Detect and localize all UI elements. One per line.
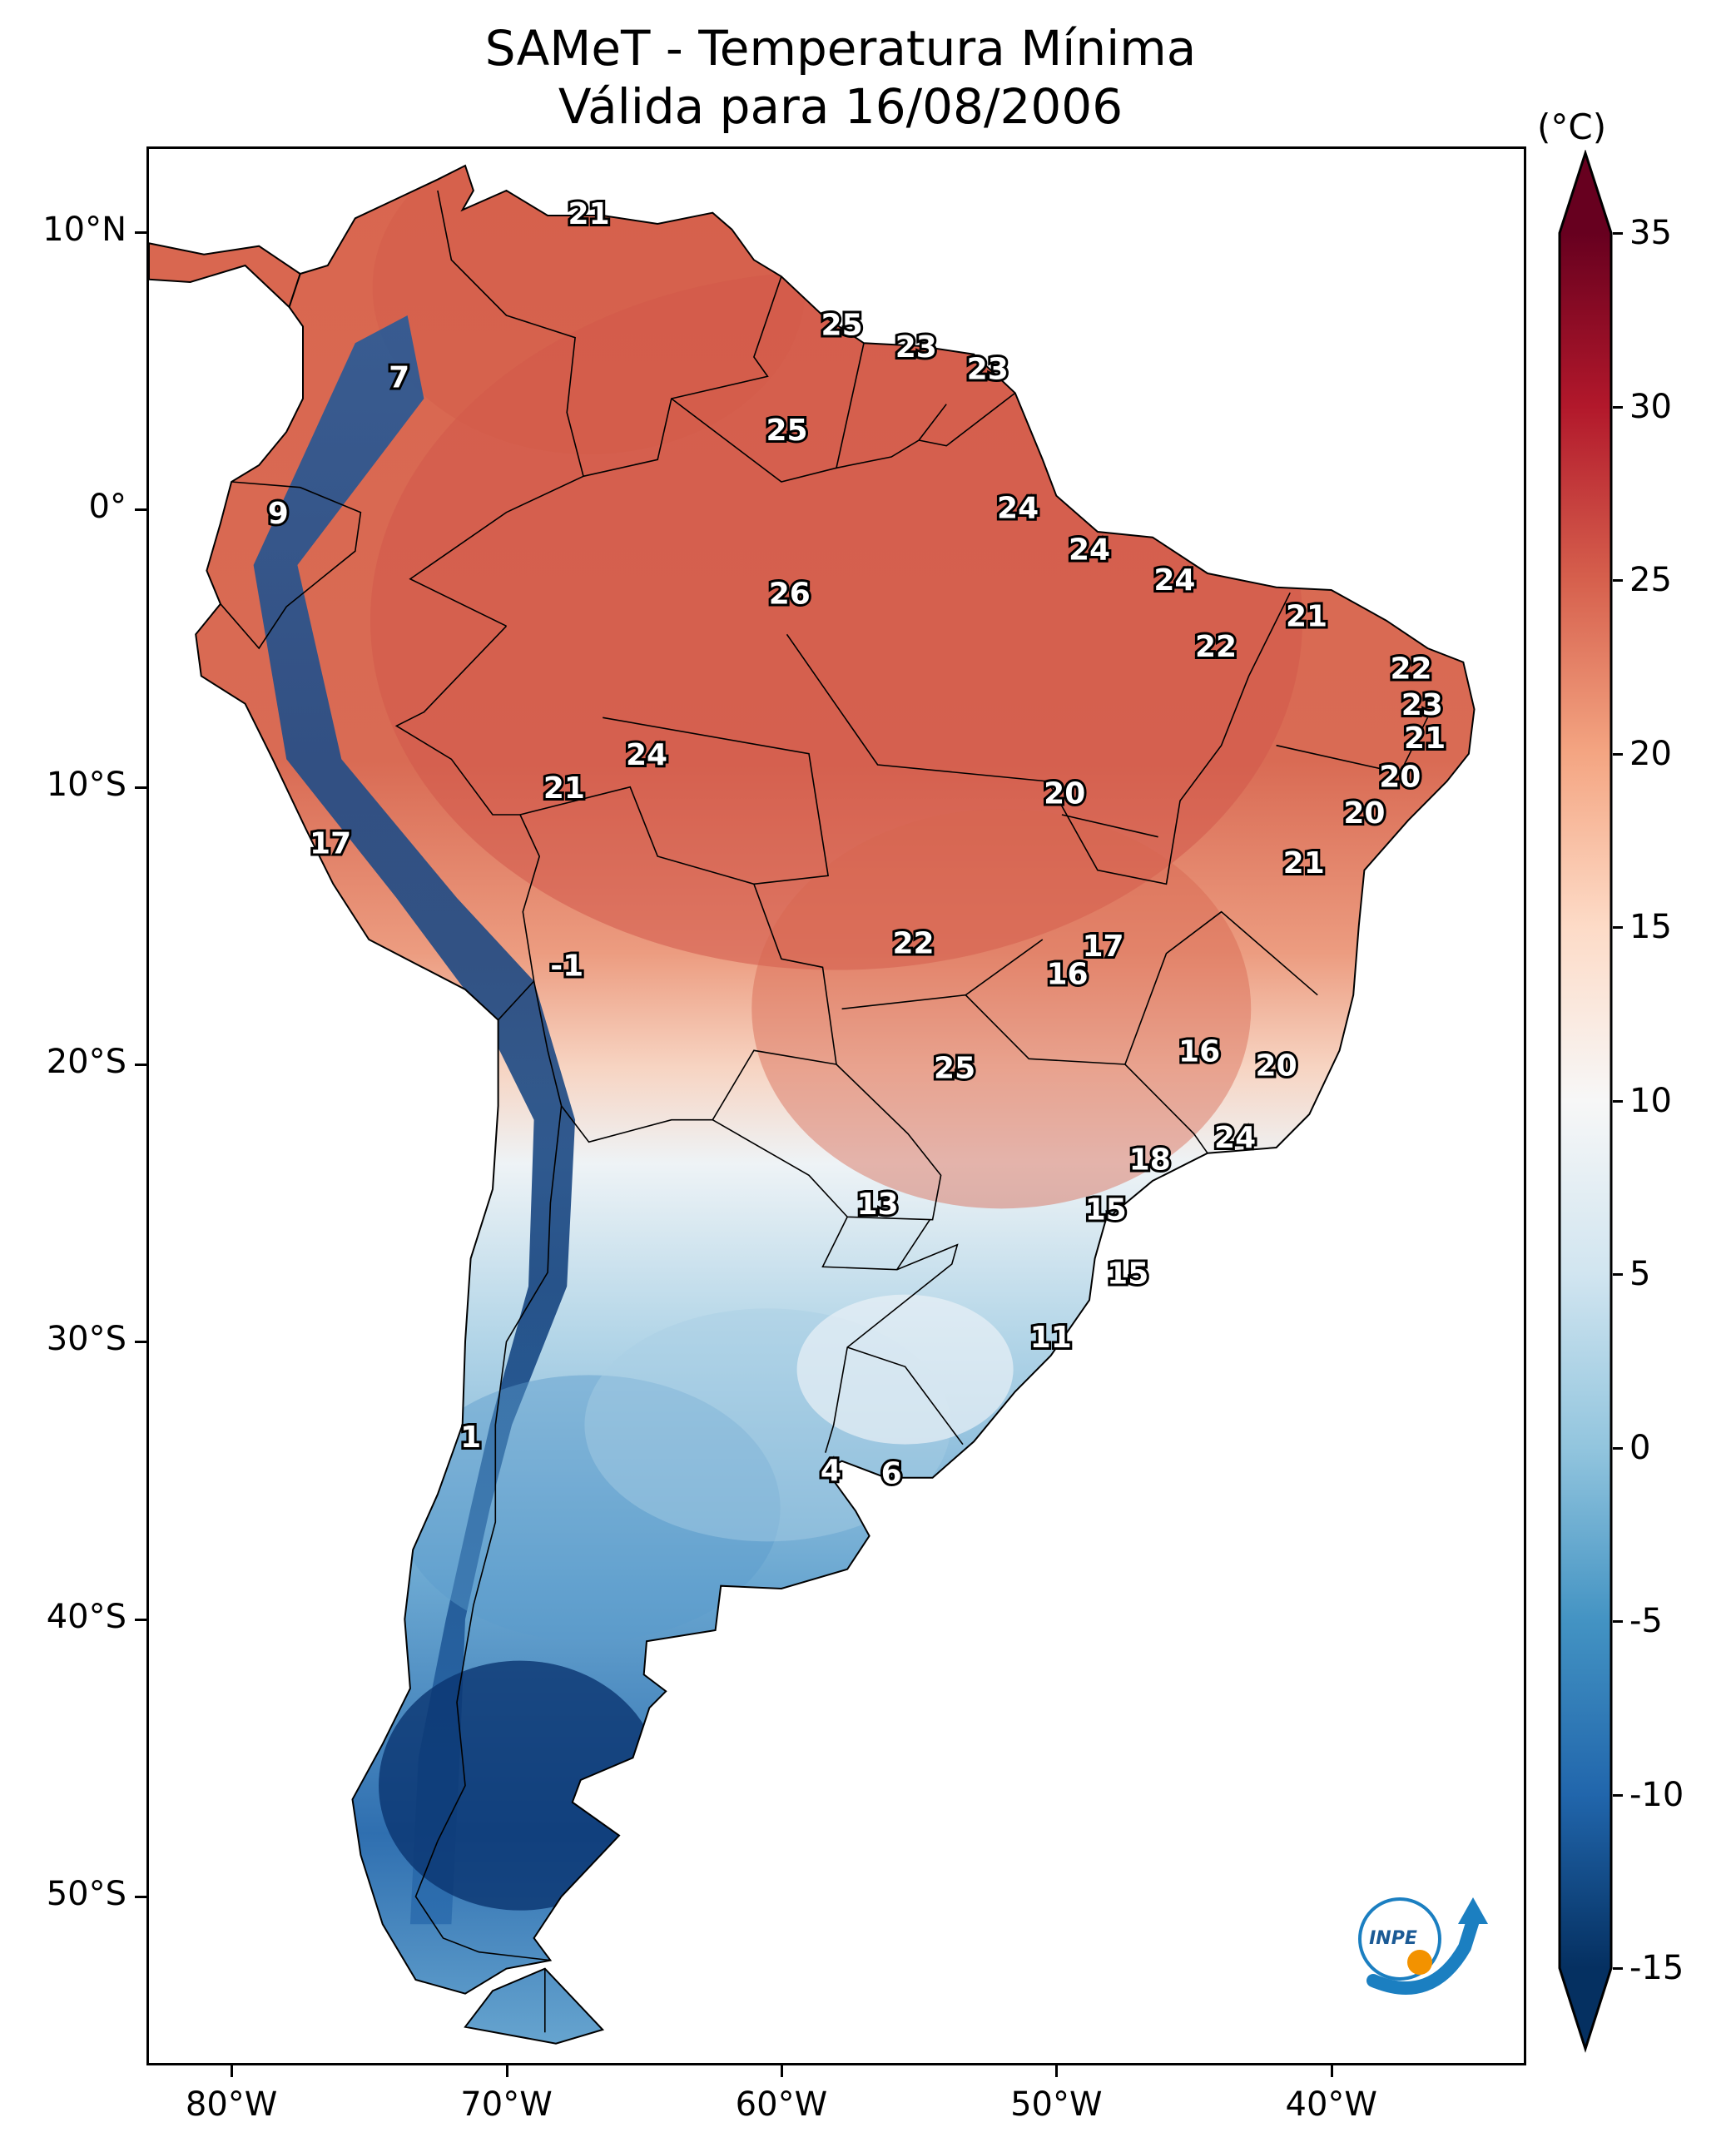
station-value-label: 6 (881, 1456, 902, 1490)
station-value-label: 15 (1085, 1193, 1127, 1227)
colorbar-tick-mark (1613, 1967, 1623, 1970)
longitude-tick-label: 80°W (185, 2085, 278, 2124)
station-value-label: 24 (1153, 563, 1195, 598)
station-value-label: 24 (1214, 1121, 1256, 1155)
colorbar-tick-mark (1613, 1620, 1623, 1623)
map-subtitle: Válida para 16/08/2006 (558, 78, 1123, 135)
station-value-label: 25 (766, 414, 807, 448)
longitude-tick-label: 50°W (1010, 2085, 1103, 2124)
longitude-tick-mark (231, 2065, 234, 2077)
colorbar-tick-mark (1613, 405, 1623, 409)
station-value-label: 16 (1046, 957, 1088, 991)
longitude-tick-label: 60°W (735, 2085, 828, 2124)
station-value-label: -1 (550, 949, 583, 983)
map-title: SAMeT - Temperatura Mínima (484, 20, 1197, 77)
inpe-logo: INPE (1358, 1897, 1488, 1995)
latitude-tick-label: 20°S (46, 1043, 126, 1081)
station-value-label: 21 (1286, 599, 1327, 633)
colorbar-tick-label: 35 (1629, 214, 1672, 252)
station-value-label: 20 (1379, 761, 1421, 795)
latitude-tick-mark (135, 231, 146, 234)
colorbar-tick-mark (1613, 926, 1623, 929)
latitude-tick-label: 10°S (46, 765, 126, 804)
colorbar-tick-label: -15 (1629, 1949, 1684, 1987)
colorbar-tick-mark (1613, 1446, 1623, 1450)
colorbar-tick-label: 10 (1629, 1081, 1672, 1120)
colorbar (1558, 150, 1613, 2053)
latitude-tick-mark (135, 1341, 146, 1344)
station-value-label: 4 (821, 1454, 841, 1488)
latitude-tick-mark (135, 508, 146, 512)
colorbar-tick-label: 30 (1629, 387, 1672, 426)
latitude-tick-label: 10°N (42, 211, 126, 249)
colorbar-tick-mark (1613, 1793, 1623, 1797)
station-value-label: 21 (1404, 721, 1446, 756)
colorbar-tick-mark (1613, 579, 1623, 582)
station-value-label: 25 (934, 1052, 975, 1086)
station-value-label: 20 (1343, 796, 1385, 831)
colorbar-tick-mark (1613, 1273, 1623, 1276)
latitude-tick-label: 30°S (46, 1320, 126, 1359)
latitude-tick-label: 40°S (46, 1597, 126, 1636)
station-value-label: 20 (1256, 1049, 1297, 1083)
colorbar-tick-mark (1613, 752, 1623, 756)
latitude-tick-label: 50°S (46, 1875, 126, 1913)
station-value-label: 23 (967, 353, 1009, 387)
colorbar-tick-label: 25 (1629, 561, 1672, 599)
station-value-label: 17 (1082, 930, 1123, 964)
longitude-tick-label: 40°W (1285, 2085, 1377, 2124)
map-frame: 21 25 23 23 7 25 9 24 24 24 26 21 22 22 23 21 24 20 21 20 20… (146, 146, 1526, 2065)
longitude-tick-mark (780, 2065, 783, 2077)
longitude-tick-mark (1330, 2065, 1333, 2077)
station-value-label: 17 (310, 827, 351, 861)
station-value-label: 7 (389, 361, 409, 395)
station-value-label: 23 (1401, 688, 1443, 722)
station-value-label: 18 (1129, 1143, 1171, 1178)
station-value-label: 25 (821, 308, 863, 342)
colorbar-tick-label: -5 (1629, 1602, 1663, 1640)
station-value-label: 11 (1030, 1321, 1072, 1355)
latitude-tick-mark (135, 1064, 146, 1066)
station-value-label: 1 (460, 1421, 481, 1455)
colorbar-tick-label: 0 (1629, 1428, 1651, 1467)
station-value-label: 15 (1107, 1257, 1148, 1291)
latitude-tick-label: 0° (88, 488, 126, 527)
station-value-label: 24 (997, 491, 1039, 525)
station-value-label: 21 (543, 771, 585, 806)
colorbar-tick-label: 5 (1629, 1255, 1651, 1293)
latitude-tick-mark (135, 786, 146, 789)
station-value-label: 16 (1178, 1035, 1220, 1069)
svg-text:INPE: INPE (1369, 1928, 1417, 1949)
station-value-label: 26 (769, 578, 811, 612)
colorbar-unit: (°C) (1537, 107, 1607, 147)
latitude-tick-mark (135, 1896, 146, 1898)
longitude-tick-mark (1055, 2065, 1059, 2077)
station-value-label: 24 (626, 738, 667, 772)
longitude-tick-mark (505, 2065, 508, 2077)
colorbar-tick-mark (1613, 232, 1623, 235)
colorbar-tick-label: 20 (1629, 734, 1672, 773)
station-value-label: 21 (568, 197, 610, 231)
station-value-label: 9 (268, 497, 289, 531)
station-value-label: 22 (892, 927, 934, 961)
colorbar-tick-mark (1613, 1099, 1623, 1103)
latitude-tick-mark (135, 1618, 146, 1621)
station-value-label: 22 (1195, 630, 1237, 664)
station-value-label: 21 (1283, 846, 1325, 880)
station-value-label: 20 (1044, 777, 1085, 811)
station-value-label: 23 (895, 330, 937, 364)
station-value-label: 13 (857, 1188, 899, 1222)
longitude-tick-label: 70°W (460, 2085, 553, 2124)
station-value-label: 24 (1069, 533, 1110, 567)
station-value-label: 22 (1390, 652, 1431, 687)
colorbar-tick-label: -10 (1629, 1775, 1684, 1814)
colorbar-tick-label: 15 (1629, 908, 1672, 946)
